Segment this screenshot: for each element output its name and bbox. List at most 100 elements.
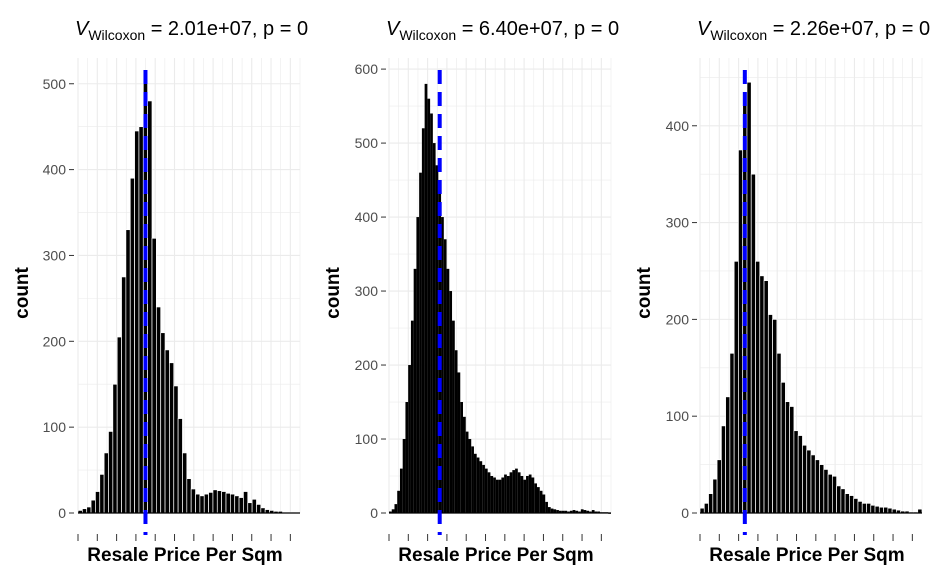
title-statistic: VWilcoxon = 6.40e+07, p = 0 (386, 18, 619, 43)
histogram-bar (597, 511, 601, 513)
y-tick-label: 400 (666, 118, 690, 134)
histogram-bar (394, 504, 398, 513)
histogram-bar (523, 479, 527, 513)
histogram-bar (430, 113, 433, 514)
histogram-bar (446, 268, 450, 513)
histogram-bar (402, 439, 406, 513)
histogram-bar (589, 511, 592, 513)
histogram-bar (785, 401, 791, 514)
histogram-bar (827, 473, 833, 514)
histogram-bar (874, 505, 880, 514)
y-axis-title: count (634, 266, 655, 318)
y-axis: 0 100 200 300 400 500 600 (355, 61, 386, 521)
histogram-bar (870, 504, 876, 514)
title-value: = 2.26e+07, p = 0 (767, 18, 930, 40)
histogram-bar (780, 381, 786, 514)
histogram-bar (169, 362, 175, 514)
histogram-bar (591, 510, 595, 513)
histogram-bar (703, 502, 709, 514)
panel-3: 0 100 200 300 400 Resale Price Per Sqm count VW… (634, 18, 930, 566)
histogram-bar (419, 172, 422, 514)
histogram-bar (712, 478, 718, 514)
chart-title: VWilcoxon = 6.40e+07, p = 0 (386, 18, 619, 43)
histogram-bar (177, 418, 183, 514)
histogram-bar (506, 476, 510, 513)
histogram-bar (564, 510, 568, 513)
histogram-bar (443, 239, 447, 513)
histogram-bar (793, 430, 799, 514)
x-axis (77, 534, 291, 541)
histogram-bar (495, 479, 499, 513)
histogram-bar (720, 425, 726, 514)
histogram-bars (699, 81, 923, 514)
histogram-bar (539, 490, 543, 513)
histogram-bar (230, 493, 236, 514)
histogram-bar (389, 511, 392, 513)
y-axis-title: count (12, 266, 33, 318)
histogram-bar (699, 507, 705, 514)
x-axis-title: Resale Price Per Sqm (87, 545, 282, 566)
y-tick-label: 600 (355, 61, 379, 77)
title-variable: V (386, 18, 401, 40)
histogram-bar (134, 130, 140, 514)
title-subscript: Wilcoxon (88, 27, 145, 43)
histogram-bar (487, 472, 491, 513)
histogram-bar (840, 488, 846, 514)
chart-title: VWilcoxon = 2.26e+07, p = 0 (697, 18, 930, 43)
histogram-bar (558, 510, 562, 513)
histogram-bar (151, 237, 157, 514)
histogram-bar (95, 491, 101, 514)
histogram-bar (853, 498, 859, 514)
histogram-bar (121, 276, 127, 514)
y-tick-label: 500 (355, 135, 379, 151)
x-axis (699, 534, 913, 541)
histogram-bar (556, 510, 559, 513)
histogram-bar (421, 128, 425, 513)
histogram-bar (750, 173, 756, 514)
histogram-bar (733, 260, 739, 514)
histogram-bar (112, 383, 118, 514)
histogram-bar (504, 474, 507, 513)
histogram-bar (186, 478, 192, 514)
histogram-bar (586, 510, 590, 513)
histogram-bar (203, 493, 209, 514)
histogram-bar (531, 477, 535, 513)
histogram-bar (802, 444, 808, 514)
y-tick-label: 400 (355, 209, 379, 225)
histogram-bar (857, 501, 863, 514)
histogram-bar (251, 498, 257, 514)
histogram-bar (195, 493, 201, 514)
histogram-bar (759, 275, 765, 514)
histogram-bar (479, 461, 483, 513)
histogram-bar (256, 504, 262, 514)
histogram-bar (580, 509, 584, 513)
y-tick-label: 100 (43, 419, 67, 435)
histogram-bar (427, 98, 431, 513)
histogram-bar (849, 495, 855, 514)
title-statistic: VWilcoxon = 2.26e+07, p = 0 (697, 18, 930, 43)
histogram-bar (405, 402, 409, 513)
histogram-bar (716, 459, 722, 514)
histogram-bar (708, 493, 714, 514)
histogram-bar (561, 510, 565, 513)
histogram-bar (138, 126, 144, 514)
histogram-bar (460, 402, 463, 513)
histogram-bar (103, 452, 109, 514)
histogram-bar (484, 468, 488, 513)
title-value: = 2.01e+07, p = 0 (145, 18, 308, 40)
y-tick-label: 300 (666, 215, 690, 231)
histogram-bar (160, 332, 166, 514)
histogram-bar (260, 507, 266, 514)
histogram-bar (173, 385, 179, 514)
y-tick-label: 200 (43, 333, 67, 349)
histogram-bar (490, 476, 494, 513)
histogram-bar (526, 476, 529, 513)
histogram-bar (391, 509, 395, 513)
histogram-bar (578, 511, 581, 513)
histogram-bar (878, 506, 884, 514)
histogram-bar (887, 507, 893, 514)
y-tick-label: 0 (58, 505, 66, 521)
title-value: = 6.40e+07, p = 0 (456, 18, 619, 40)
histogram-bar (81, 508, 88, 514)
